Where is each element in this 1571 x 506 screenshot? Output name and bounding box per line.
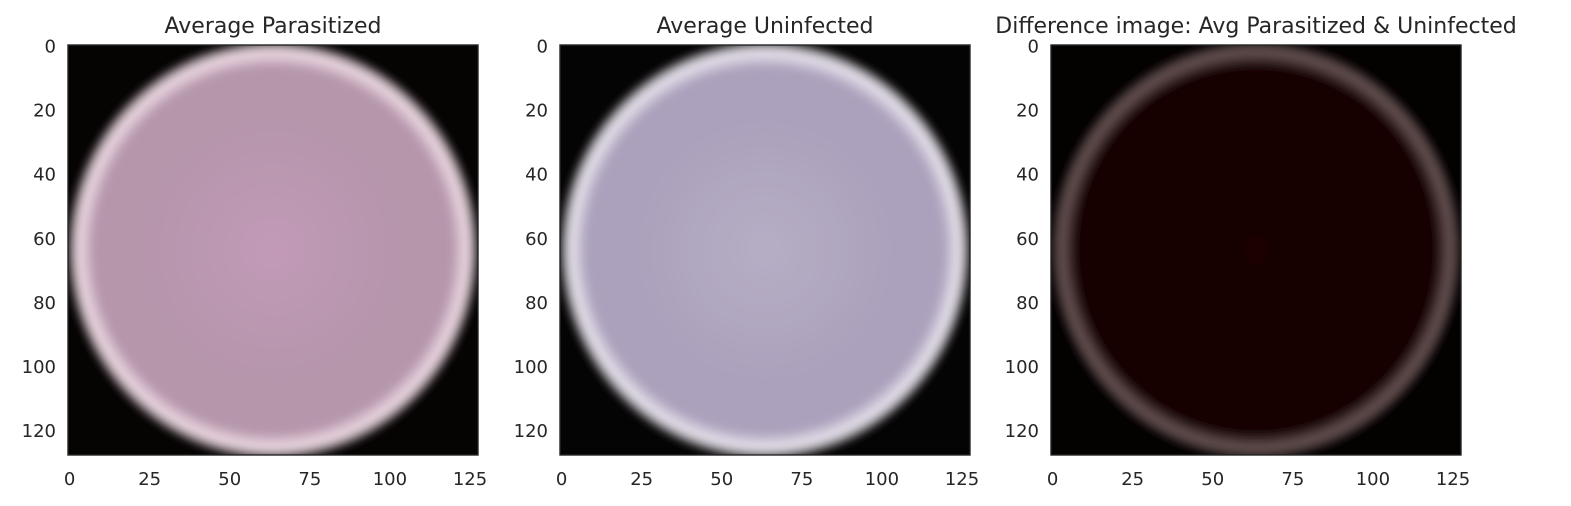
y-tick-label: 120 bbox=[514, 421, 548, 442]
x-tick-label: 25 bbox=[630, 469, 653, 490]
x-tick-label: 25 bbox=[138, 469, 161, 490]
y-tick-label: 20 bbox=[1016, 101, 1039, 122]
y-tick-label: 0 bbox=[537, 37, 548, 58]
y-tick-label: 40 bbox=[525, 165, 548, 186]
cell-blob bbox=[68, 45, 478, 455]
panel-2: Average Uninfected 0 25 50 75 100 125 0 20 40 60 80… bbox=[514, 14, 980, 490]
panel-title: Average Uninfected bbox=[657, 14, 874, 39]
cell-blob bbox=[1051, 45, 1461, 455]
panel-3: Difference image: Avg Parasitized & Unin… bbox=[995, 14, 1516, 490]
y-tick-label: 100 bbox=[22, 357, 56, 378]
x-tick-label: 50 bbox=[710, 469, 733, 490]
x-tick-label: 0 bbox=[64, 469, 75, 490]
y-tick-label: 60 bbox=[33, 229, 56, 250]
image-3 bbox=[1051, 45, 1461, 455]
x-tick-label: 75 bbox=[1281, 469, 1304, 490]
y-tick-label: 40 bbox=[1016, 165, 1039, 186]
x-tick-label: 125 bbox=[945, 469, 979, 490]
x-tick-label: 75 bbox=[790, 469, 813, 490]
panel-title: Average Parasitized bbox=[165, 14, 382, 39]
y-tick-label: 120 bbox=[1005, 421, 1039, 442]
x-tick-label: 50 bbox=[1201, 469, 1224, 490]
x-tick-label: 25 bbox=[1121, 469, 1144, 490]
y-tick-label: 20 bbox=[525, 101, 548, 122]
x-tick-label: 75 bbox=[298, 469, 321, 490]
x-tick-label: 0 bbox=[556, 469, 567, 490]
x-tick-label: 100 bbox=[1356, 469, 1390, 490]
x-tick-label: 50 bbox=[218, 469, 241, 490]
y-tick-label: 40 bbox=[33, 165, 56, 186]
y-tick-label: 60 bbox=[1016, 229, 1039, 250]
x-tick-label: 100 bbox=[865, 469, 899, 490]
y-tick-label: 100 bbox=[514, 357, 548, 378]
y-tick-label: 80 bbox=[1016, 293, 1039, 314]
y-tick-label: 100 bbox=[1005, 357, 1039, 378]
panel-title: Difference image: Avg Parasitized & Unin… bbox=[995, 14, 1516, 39]
axes-frame bbox=[67, 44, 479, 456]
x-tick-label: 125 bbox=[1436, 469, 1470, 490]
axes-frame bbox=[559, 44, 971, 456]
axes-frame bbox=[1050, 44, 1462, 456]
image-2 bbox=[560, 45, 970, 455]
cell-blob bbox=[560, 45, 970, 455]
x-tick-label: 0 bbox=[1047, 469, 1058, 490]
y-tick-label: 60 bbox=[525, 229, 548, 250]
y-tick-label: 80 bbox=[525, 293, 548, 314]
x-tick-label: 125 bbox=[453, 469, 487, 490]
y-tick-label: 0 bbox=[45, 37, 56, 58]
y-tick-label: 20 bbox=[33, 101, 56, 122]
x-tick-label: 100 bbox=[373, 469, 407, 490]
image-1 bbox=[68, 45, 478, 455]
y-tick-label: 80 bbox=[33, 293, 56, 314]
panel-1: Average Parasitized 0 25 50 75 100 125 0 20 40 60 8… bbox=[22, 14, 488, 490]
y-tick-label: 0 bbox=[1028, 37, 1039, 58]
y-tick-label: 120 bbox=[22, 421, 56, 442]
